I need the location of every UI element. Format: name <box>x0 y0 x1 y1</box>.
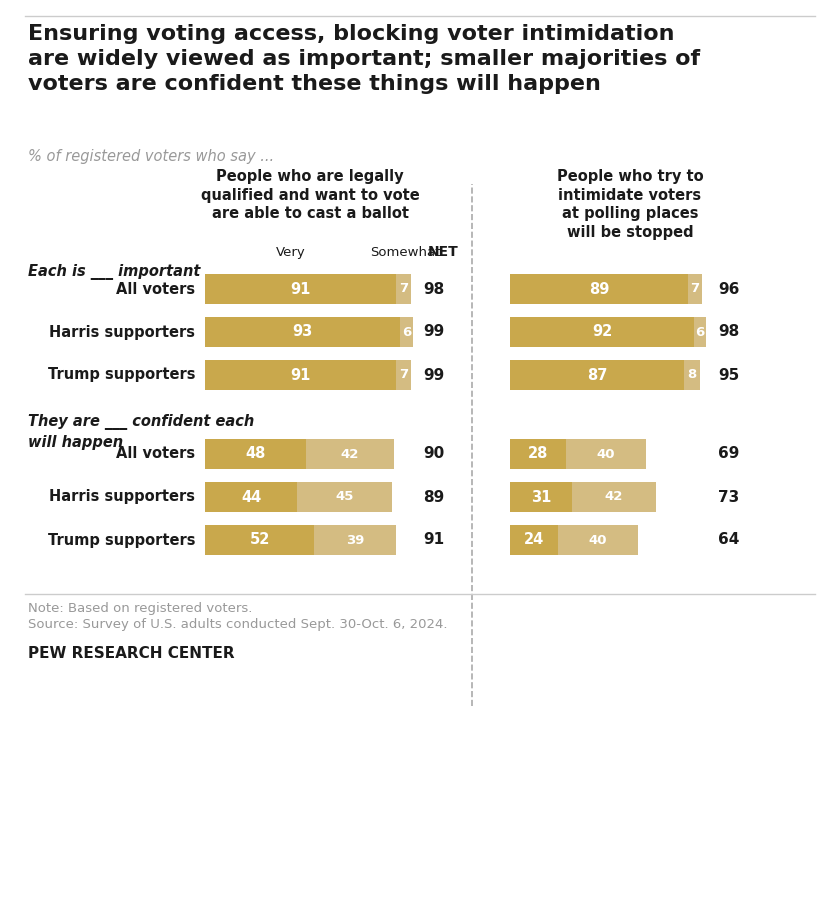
Text: Harris supporters: Harris supporters <box>49 324 195 339</box>
Bar <box>205 317 401 347</box>
Text: 99: 99 <box>423 368 444 383</box>
Text: 98: 98 <box>423 282 444 297</box>
Bar <box>510 317 694 347</box>
Text: 93: 93 <box>292 324 312 339</box>
Bar <box>510 482 572 512</box>
Text: People who are legally
qualified and want to vote
are able to cast a ballot: People who are legally qualified and wan… <box>201 169 419 221</box>
Bar <box>401 317 413 347</box>
Bar <box>396 360 411 390</box>
Text: Note: Based on registered voters.: Note: Based on registered voters. <box>28 602 252 615</box>
Bar <box>694 317 706 347</box>
Text: NET: NET <box>428 245 459 259</box>
Bar <box>510 274 688 304</box>
Bar <box>306 439 394 469</box>
Text: Each is ___ important: Each is ___ important <box>28 264 201 280</box>
Bar <box>688 274 702 304</box>
Text: People who try to
intimidate voters
at polling places
will be stopped: People who try to intimidate voters at p… <box>557 169 703 240</box>
Text: % of registered voters who say ...: % of registered voters who say ... <box>28 149 274 164</box>
Text: Trump supporters: Trump supporters <box>48 532 195 548</box>
Text: They are ___ confident each
will happen: They are ___ confident each will happen <box>28 414 255 450</box>
Text: Trump supporters: Trump supporters <box>48 368 195 383</box>
Text: 89: 89 <box>589 282 609 297</box>
Text: 6: 6 <box>402 325 412 338</box>
Text: 90: 90 <box>423 446 444 461</box>
Text: PEW RESEARCH CENTER: PEW RESEARCH CENTER <box>28 646 234 661</box>
Bar <box>205 360 396 390</box>
Text: 69: 69 <box>718 446 739 461</box>
Bar <box>297 482 392 512</box>
Text: 89: 89 <box>423 490 444 505</box>
Text: Somewhat: Somewhat <box>370 246 441 259</box>
Bar <box>684 360 700 390</box>
Text: 98: 98 <box>718 324 739 339</box>
Text: 91: 91 <box>291 368 311 383</box>
Text: Very: Very <box>276 246 306 259</box>
Text: 40: 40 <box>596 447 615 460</box>
Text: Harris supporters: Harris supporters <box>49 490 195 505</box>
Text: Ensuring voting access, blocking voter intimidation
are widely viewed as importa: Ensuring voting access, blocking voter i… <box>28 24 700 93</box>
Text: 87: 87 <box>587 368 607 383</box>
Text: All voters: All voters <box>116 282 195 297</box>
Bar <box>205 439 306 469</box>
Text: Source: Survey of U.S. adults conducted Sept. 30-Oct. 6, 2024.: Source: Survey of U.S. adults conducted … <box>28 618 448 631</box>
Text: 91: 91 <box>423 532 444 548</box>
Bar <box>510 360 684 390</box>
Text: 99: 99 <box>423 324 444 339</box>
Text: 92: 92 <box>592 324 612 339</box>
Text: 73: 73 <box>718 490 739 505</box>
Text: 45: 45 <box>335 491 354 504</box>
Text: 28: 28 <box>528 446 549 461</box>
Bar <box>572 482 656 512</box>
Text: 42: 42 <box>605 491 623 504</box>
Text: 39: 39 <box>346 533 365 546</box>
Text: 24: 24 <box>524 532 544 548</box>
Bar <box>205 525 314 555</box>
Text: 40: 40 <box>589 533 607 546</box>
Text: 42: 42 <box>341 447 359 460</box>
Text: 96: 96 <box>718 282 739 297</box>
Text: 7: 7 <box>690 283 700 296</box>
Text: 91: 91 <box>291 282 311 297</box>
Text: 8: 8 <box>687 369 696 382</box>
Text: 6: 6 <box>696 325 705 338</box>
Text: 64: 64 <box>718 532 739 548</box>
Bar <box>205 482 297 512</box>
Text: 7: 7 <box>399 369 408 382</box>
Text: 48: 48 <box>245 446 265 461</box>
Bar <box>314 525 396 555</box>
Text: 31: 31 <box>531 490 551 505</box>
Bar <box>566 439 646 469</box>
Bar <box>510 439 566 469</box>
Text: All voters: All voters <box>116 446 195 461</box>
Bar <box>510 525 558 555</box>
Text: 44: 44 <box>241 490 261 505</box>
Bar <box>558 525 638 555</box>
Text: 7: 7 <box>399 283 408 296</box>
Text: 95: 95 <box>718 368 739 383</box>
Bar <box>396 274 411 304</box>
Text: 52: 52 <box>249 532 270 548</box>
Bar <box>205 274 396 304</box>
